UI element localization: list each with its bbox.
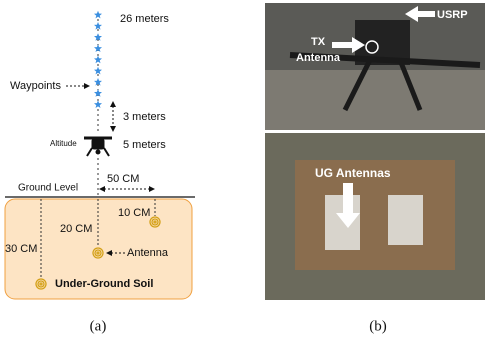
waypoint: [94, 56, 102, 64]
waypoints-label: Waypoints: [10, 80, 61, 92]
waypoint: [94, 22, 102, 30]
waypoints: [94, 11, 102, 108]
waypoint-spacing: 3 meters: [123, 111, 166, 123]
courtyard: [325, 195, 360, 250]
ground-label: Ground Level: [18, 183, 78, 194]
tx-label: Antenna: [296, 52, 341, 64]
waypoint: [94, 11, 102, 19]
usrp-label: USRP: [437, 9, 468, 21]
waypoint: [94, 67, 102, 75]
depth-label: 10 CM: [118, 207, 150, 219]
horizontal-spacing: 50 CM: [107, 173, 139, 185]
depth-label: 30 CM: [5, 243, 37, 255]
courtyard: [388, 195, 423, 245]
top-altitude: 26 meters: [120, 13, 169, 25]
drone: [84, 138, 112, 156]
figure: 26 meters Waypoints 3 meters Altitude 5 …: [0, 0, 490, 341]
drone-altitude: 5 meters: [123, 139, 166, 151]
tx-label: TX: [311, 36, 326, 48]
caption: (b): [369, 318, 387, 334]
panel-b: USRP TX Antenna UG Antennas (b): [265, 3, 485, 334]
floor: [265, 70, 485, 130]
soil-label: Under-Ground Soil: [55, 278, 153, 290]
panel-a: 26 meters Waypoints 3 meters Altitude 5 …: [5, 11, 195, 335]
depth-label: 20 CM: [60, 223, 92, 235]
ug-label: UG Antennas: [315, 166, 391, 180]
antenna-label: Antenna: [127, 247, 169, 259]
caption: (a): [90, 318, 107, 334]
waypoint: [94, 100, 102, 108]
drone-label: Altitude: [50, 139, 77, 148]
